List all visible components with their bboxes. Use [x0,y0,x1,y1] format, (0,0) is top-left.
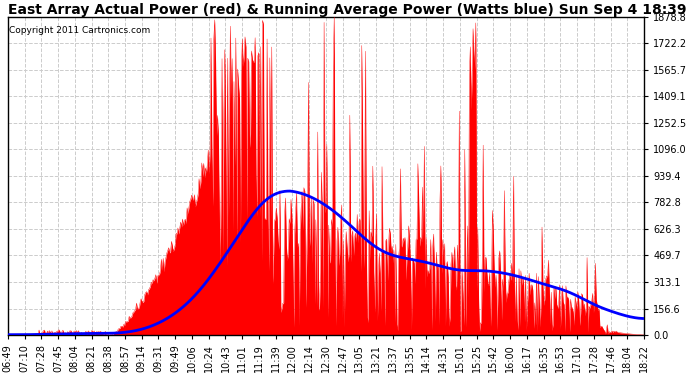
Text: East Array Actual Power (red) & Running Average Power (Watts blue) Sun Sep 4 18:: East Array Actual Power (red) & Running … [8,3,687,17]
Text: Copyright 2011 Cartronics.com: Copyright 2011 Cartronics.com [9,26,150,35]
